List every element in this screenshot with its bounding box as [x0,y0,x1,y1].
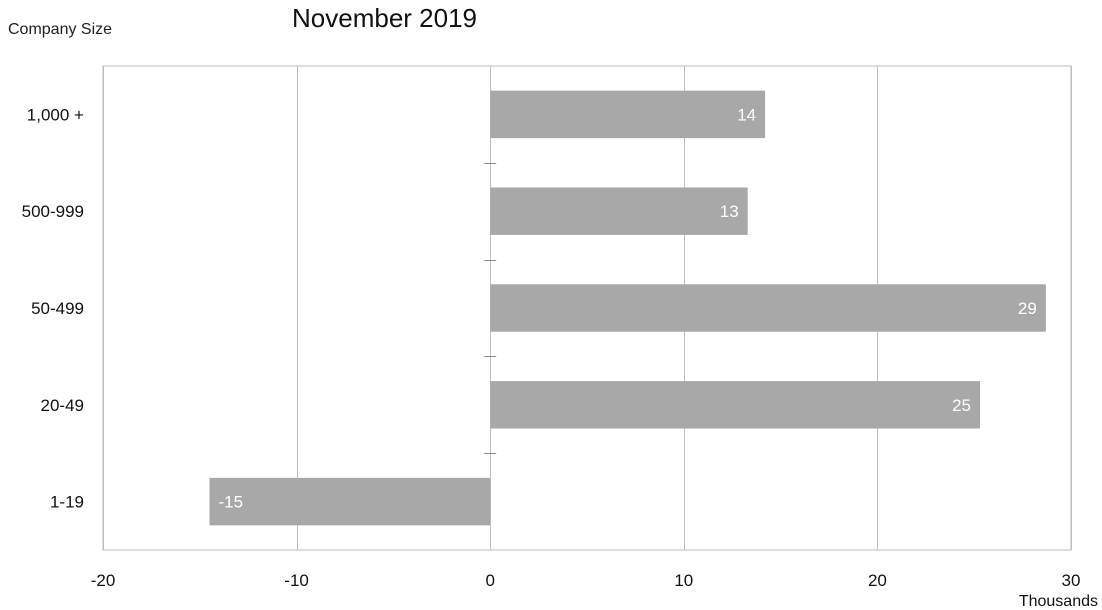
data-label: 13 [720,202,739,221]
bar [490,187,748,235]
x-tick-label: 0 [485,571,494,590]
y-axis-title: Company Size [8,21,112,38]
bar [490,381,981,429]
data-labels: 14 13 29 25 -15 [218,105,1036,511]
chart-title: November 2019 [292,3,477,33]
category-labels: 1,000 + 500-999 50-499 20-49 1-19 [22,105,84,511]
plot-area-frame [102,65,1072,551]
category-label: 1,000 + [27,105,84,124]
category-tick-marks [484,163,497,454]
x-axis-unit-label: Thousands [1019,593,1098,610]
bars [209,90,1046,526]
data-label: 29 [1018,299,1037,318]
category-label: 500-999 [22,202,84,221]
x-tick-label: -10 [284,571,309,590]
x-axis-tick-labels: -20 -10 0 10 20 30 [91,571,1081,590]
data-label: -15 [218,493,243,512]
data-label: 14 [737,105,756,124]
category-label: 20-49 [41,396,84,415]
bar [490,90,766,139]
category-label: 1-19 [50,493,84,512]
data-label: 25 [952,396,971,415]
bar [490,284,1046,332]
bar [209,477,491,526]
x-tick-label: 30 [1062,571,1081,590]
x-tick-label: -20 [91,571,116,590]
category-label: 50-499 [31,299,84,318]
x-tick-label: 20 [868,571,887,590]
x-tick-label: 10 [674,571,693,590]
